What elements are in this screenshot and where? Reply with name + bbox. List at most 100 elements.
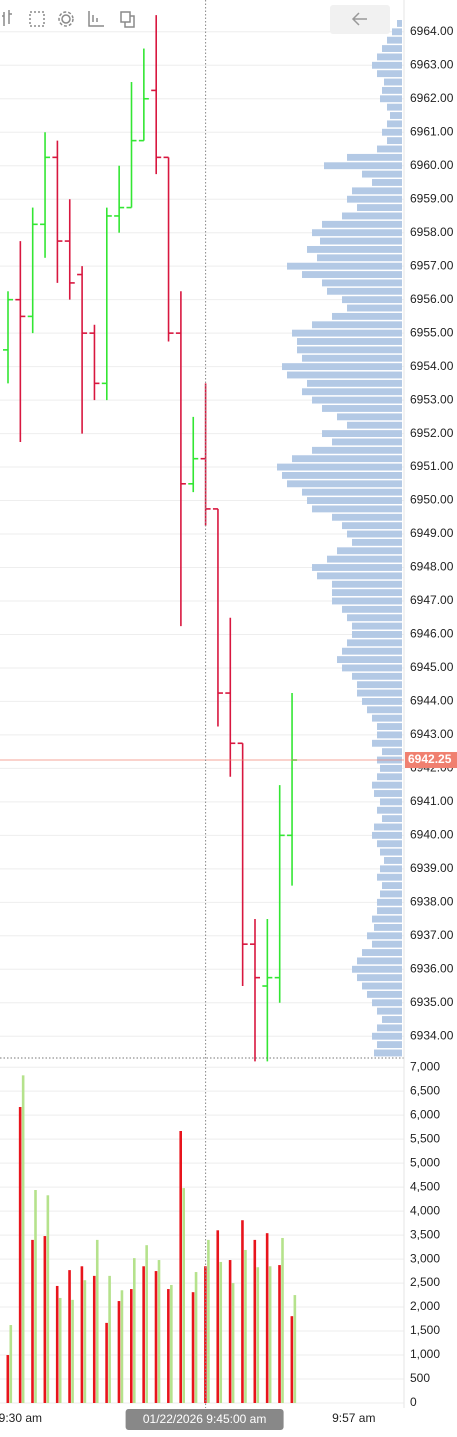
crosshair-tag (125, 1409, 284, 1430)
y-tick-label: 6957.00 (410, 258, 454, 272)
volume-tick-label: 500 (410, 1371, 430, 1385)
volume-bar (179, 1130, 182, 1403)
volume-bar (241, 1220, 244, 1403)
profile-bar (322, 405, 402, 412)
profile-bar (367, 990, 402, 998)
snapshot-button[interactable] (120, 11, 135, 28)
profile-bar (322, 220, 402, 228)
profile-bar (362, 170, 402, 178)
profile-bar (372, 999, 402, 1007)
back-arrow[interactable] (351, 12, 367, 26)
select-button[interactable] (29, 11, 45, 27)
profile-bar (392, 28, 402, 36)
profile-bar (382, 815, 402, 823)
profile-bar (372, 915, 402, 923)
volume-bar (83, 1280, 87, 1403)
profile-bar (357, 681, 402, 689)
profile-bar (380, 95, 402, 103)
profile-bar (302, 354, 402, 362)
volume-bar (43, 1236, 47, 1403)
profile-bar (347, 153, 402, 161)
axes: 6934.00 6935.00 6936.00 6937.00 6938.00 6939.… (0, 24, 454, 1425)
y-tick-label: 6941.00 (410, 794, 454, 808)
profile-bar (397, 20, 402, 27)
back-button[interactable] (330, 5, 390, 34)
profile-bar (282, 363, 402, 371)
profile-bar (377, 773, 402, 781)
volume-bar (133, 1258, 136, 1403)
profile-bar (342, 296, 402, 304)
profile-bar (287, 371, 402, 379)
profile-bar (324, 162, 402, 170)
profile-bar (377, 723, 402, 730)
profile-bar (372, 940, 402, 948)
y-tick-label: 6947.00 (410, 593, 454, 607)
profile-bar (372, 714, 402, 722)
volume-bar (95, 1239, 99, 1403)
volume-tick-label: 6,000 (410, 1107, 440, 1121)
y-tick-label: 6963.00 (410, 57, 454, 71)
y-tick-label: 6956.00 (410, 292, 454, 306)
volume-bar (18, 1107, 22, 1403)
y-tick-label: 6952.00 (410, 426, 454, 440)
volume-bar (191, 1292, 195, 1403)
profile-bar (390, 112, 402, 119)
profile-bar (287, 262, 402, 270)
x-tick-label: 9:30 am (0, 1411, 42, 1425)
profile-bar (347, 304, 402, 312)
volume-bar (170, 1284, 173, 1403)
profile-bar (357, 957, 402, 965)
profile-bar (317, 254, 402, 262)
profile-bar (342, 522, 402, 530)
profile-bar (297, 338, 402, 345)
profile-bar (377, 1024, 402, 1032)
y-tick-label: 6943.00 (410, 727, 454, 741)
y-tick-label: 6950.00 (410, 493, 454, 507)
profile-bar (282, 471, 402, 479)
profile-bar (380, 865, 402, 873)
volume-bar (120, 1290, 124, 1403)
profile-bar (312, 564, 402, 571)
volume-bar (194, 1272, 198, 1403)
profile-bar (292, 455, 402, 463)
profile-bar (352, 538, 402, 546)
y-tick-label: 6945.00 (410, 660, 454, 674)
profile-bar (372, 179, 402, 186)
volume-bar (21, 1075, 25, 1403)
y-tick-label: 6953.00 (410, 392, 454, 406)
profile-bar (387, 137, 402, 145)
y-tick-label: 6964.00 (410, 24, 454, 38)
y-tick-label: 6960.00 (410, 158, 454, 172)
y-tick-label: 6940.00 (410, 828, 454, 842)
profile-bar (352, 631, 402, 638)
profile-bar (312, 446, 402, 454)
profile-bar (297, 346, 402, 354)
profile-bar (362, 697, 402, 705)
measure-button[interactable] (88, 11, 104, 27)
y-tick-label: 6944.00 (410, 694, 454, 708)
y-tick-label: 6962.00 (410, 91, 454, 105)
bar-type-button[interactable] (2, 10, 12, 26)
profile-bar (377, 70, 402, 78)
profile-bar (384, 78, 402, 86)
profile-bar (367, 932, 402, 940)
settings-button[interactable] (58, 11, 74, 27)
volume-bar (253, 1239, 257, 1403)
volume-tick-label: 7,000 (410, 1059, 440, 1073)
volume-bar (228, 1260, 232, 1403)
profile-bar (357, 689, 402, 697)
profile-bar (312, 229, 402, 237)
profile-bar (387, 120, 402, 128)
profile-bar (347, 614, 402, 622)
profile-bar (357, 974, 402, 982)
profile-bar (382, 45, 402, 52)
profile-bar (374, 790, 402, 797)
profile-bar (302, 388, 402, 396)
volume-tick-label: 3,000 (410, 1251, 440, 1265)
profile-bar (372, 1032, 402, 1040)
volume-bar (157, 1260, 161, 1403)
profile-bar (382, 1016, 402, 1023)
profile-bar (337, 656, 402, 664)
profile-bar (380, 798, 402, 806)
volume-bar (31, 1239, 34, 1403)
